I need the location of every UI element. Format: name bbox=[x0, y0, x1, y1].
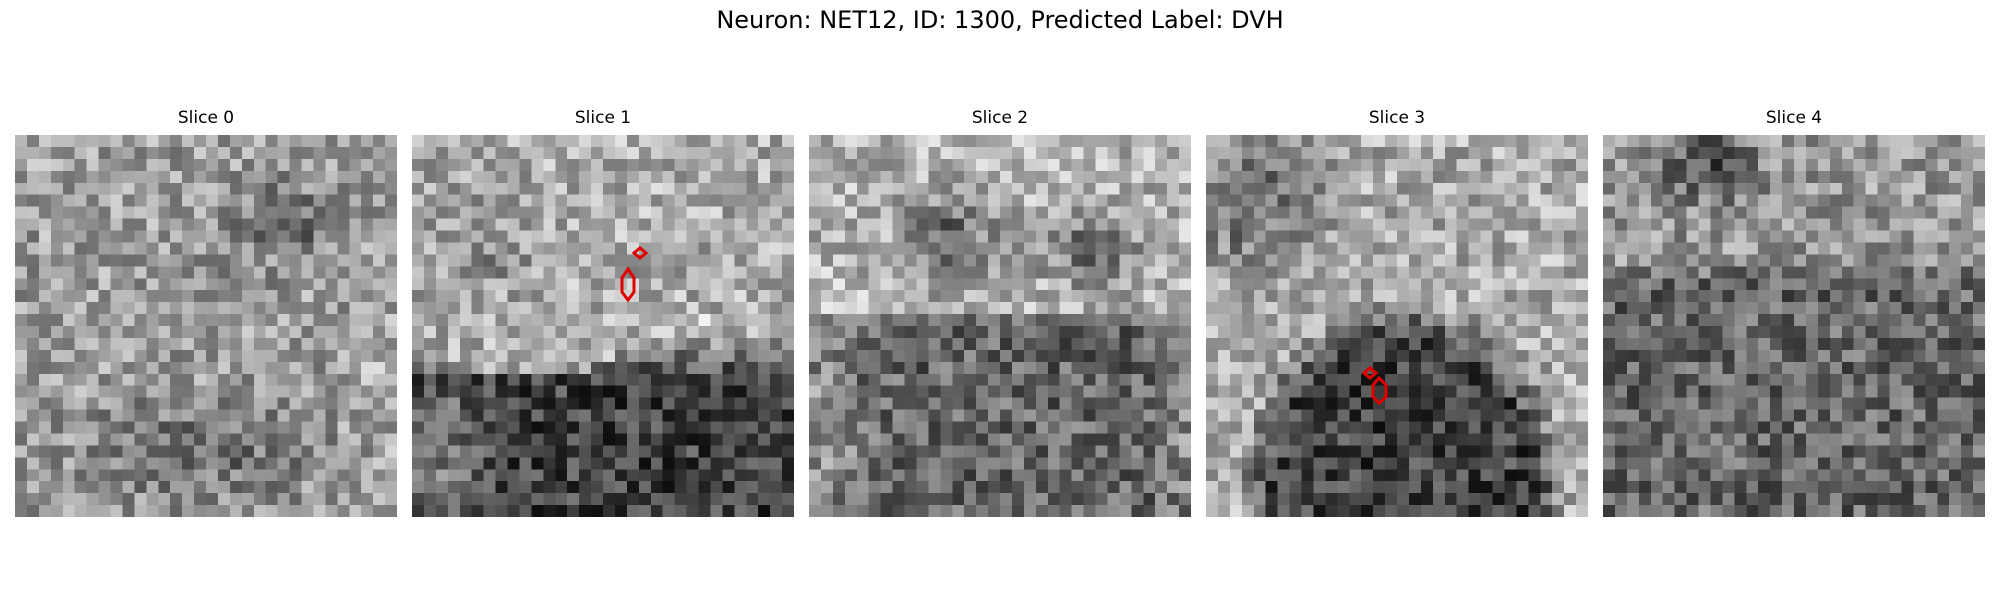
slice-image-0 bbox=[15, 135, 397, 517]
slice-title-3: Slice 3 bbox=[1368, 108, 1426, 128]
pixel-grid bbox=[15, 135, 397, 517]
slice-panel-0: Slice 0 bbox=[15, 104, 397, 517]
slice-image-1 bbox=[412, 135, 794, 517]
slice-panel-1: Slice 1 bbox=[412, 104, 794, 517]
slice-panel-2: Slice 2 bbox=[809, 104, 1191, 517]
figure-title: Neuron: NET12, ID: 1300, Predicted Label… bbox=[716, 6, 1284, 34]
pixel-grid bbox=[1603, 135, 1985, 517]
contour-marker bbox=[1371, 375, 1388, 406]
slice-title-0: Slice 0 bbox=[177, 108, 235, 128]
slice-panel-4: Slice 4 bbox=[1603, 104, 1985, 517]
slice-title-1: Slice 1 bbox=[574, 108, 632, 128]
slice-title-2: Slice 2 bbox=[971, 108, 1029, 128]
slice-image-4 bbox=[1603, 135, 1985, 517]
slice-image-2 bbox=[809, 135, 1191, 517]
pixel-grid bbox=[412, 135, 794, 517]
contour-marker bbox=[620, 266, 636, 303]
contour-marker bbox=[1361, 366, 1379, 380]
slice-title-4: Slice 4 bbox=[1765, 108, 1823, 128]
slice-image-3 bbox=[1206, 135, 1588, 517]
pixel-grid bbox=[809, 135, 1191, 517]
pixel-grid bbox=[1206, 135, 1588, 517]
slice-panel-3: Slice 3 bbox=[1206, 104, 1588, 517]
contour-marker bbox=[631, 246, 649, 260]
